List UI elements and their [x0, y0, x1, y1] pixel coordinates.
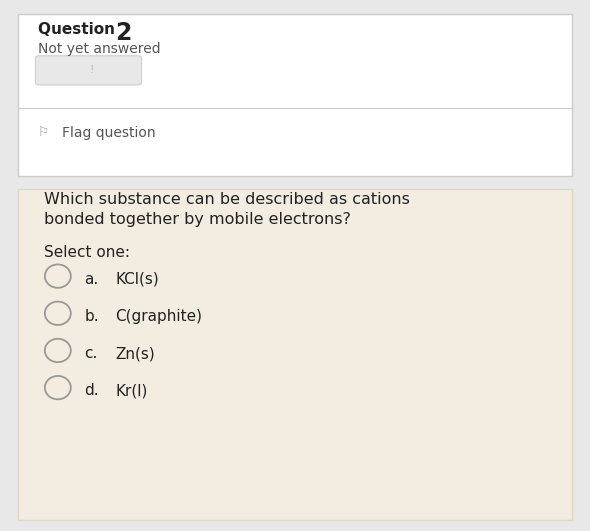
Text: KCl(s): KCl(s)	[115, 272, 159, 287]
Text: bonded together by mobile electrons?: bonded together by mobile electrons?	[44, 212, 351, 227]
Text: Not yet answered: Not yet answered	[38, 42, 161, 56]
Text: C(graphite): C(graphite)	[115, 309, 202, 324]
Text: Which substance can be described as cations: Which substance can be described as cati…	[44, 192, 410, 207]
FancyBboxPatch shape	[18, 189, 572, 520]
Text: ⚐: ⚐	[38, 126, 50, 139]
Text: Question: Question	[38, 22, 120, 37]
Text: 2: 2	[115, 21, 132, 45]
Text: Zn(s): Zn(s)	[115, 346, 155, 361]
Text: !: !	[89, 65, 94, 75]
FancyBboxPatch shape	[35, 56, 142, 85]
FancyBboxPatch shape	[18, 14, 572, 176]
Text: Flag question: Flag question	[62, 126, 156, 140]
Text: a.: a.	[84, 272, 99, 287]
Text: Kr(l): Kr(l)	[115, 383, 148, 398]
Text: Select one:: Select one:	[44, 245, 130, 260]
Text: d.: d.	[84, 383, 99, 398]
Text: c.: c.	[84, 346, 98, 361]
Text: b.: b.	[84, 309, 99, 324]
